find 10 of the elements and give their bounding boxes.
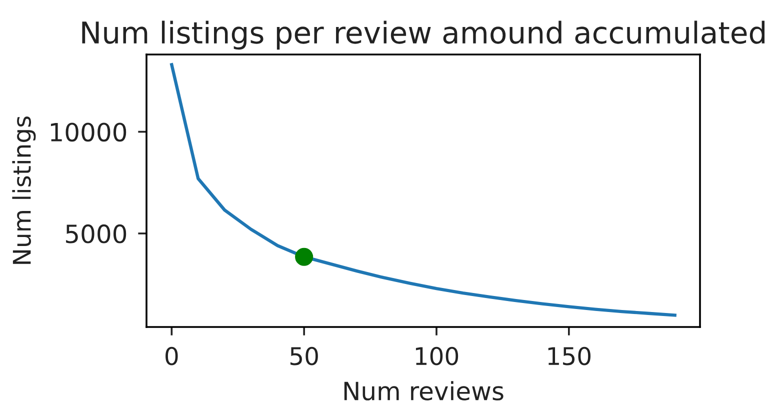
y-axis-title: Num listings: [12, 116, 36, 264]
x-axis-title: Num reviews: [344, 381, 504, 400]
chart-title: Num listings per review amound accumulated: [82, 20, 764, 50]
line-series: [170, 63, 676, 317]
x-tick-label: 0: [166, 346, 178, 366]
x-tick-label: 50: [290, 346, 318, 366]
x-tick-label: 100: [416, 346, 458, 366]
y-tick-label: 5000: [66, 224, 126, 244]
x-tick-label: 150: [548, 346, 590, 366]
y-tick-label: 10000: [50, 122, 126, 142]
